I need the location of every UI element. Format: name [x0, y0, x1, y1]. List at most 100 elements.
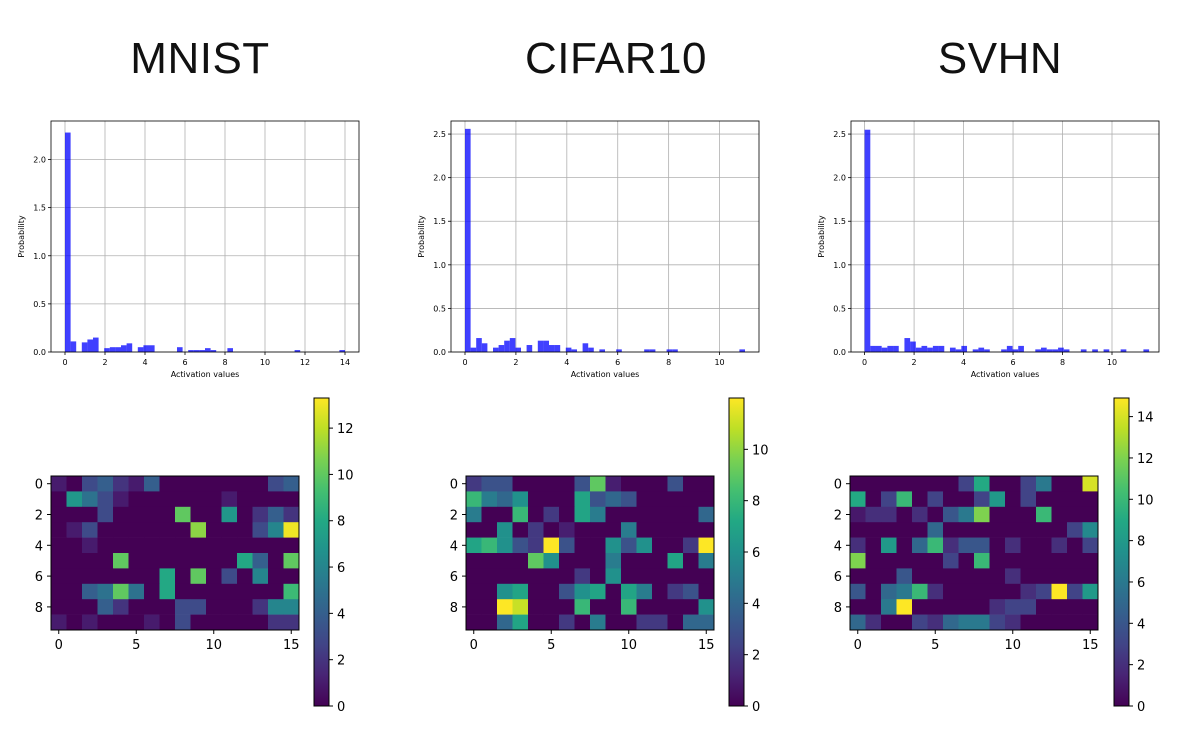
- heatmap-cell: [652, 614, 668, 631]
- hist-xtick-label: 2: [102, 358, 107, 367]
- heatmap-cell: [528, 522, 544, 538]
- hist-xtick-label: 6: [1010, 358, 1015, 367]
- hist-ytick-label: 0.0: [33, 348, 46, 357]
- hist-bar: [984, 349, 990, 352]
- heatmap-cell: [927, 537, 944, 554]
- heatmap-cell: [252, 491, 269, 508]
- heatmap-cell: [881, 583, 897, 600]
- heatmap-cell: [683, 568, 699, 585]
- heatmap-cell: [667, 537, 684, 554]
- hist-bar: [1018, 345, 1024, 352]
- heatmap-cell: [683, 506, 699, 523]
- heatmap-cell: [652, 553, 668, 569]
- heatmap-cell: [896, 537, 913, 554]
- heatmap-cell: [283, 537, 300, 554]
- heatmap-cell: [528, 583, 544, 600]
- hist-bar: [1001, 349, 1007, 352]
- heatmap-cell: [881, 614, 897, 631]
- hist-bar: [115, 347, 121, 352]
- heatmap-cell: [283, 506, 300, 523]
- heatmap-cell: [252, 614, 269, 631]
- colorbar-tick-label: 4: [1137, 617, 1145, 632]
- heatmap-cell: [237, 476, 253, 492]
- heatmap-cell: [283, 476, 300, 492]
- heatmap-cell: [512, 614, 529, 631]
- heatmap-xtick-label: 10: [620, 638, 637, 653]
- heatmap-cell: [958, 476, 975, 492]
- heatmap-cell: [283, 522, 300, 538]
- heatmap-frame: [849, 475, 1099, 631]
- heatmap-cell: [82, 553, 98, 569]
- heatmap-cell: [927, 614, 944, 631]
- hist-bar: [554, 345, 561, 352]
- heatmap-cell: [943, 614, 959, 631]
- heatmap-cell: [1005, 476, 1021, 492]
- heatmap-cell: [912, 568, 928, 585]
- heatmap-cell: [636, 614, 653, 631]
- title-svhn: SVHN: [937, 34, 1063, 83]
- heatmap-cell: [1036, 522, 1052, 538]
- heatmap-cell: [97, 476, 114, 492]
- heatmap-cell: [497, 491, 513, 508]
- heatmap-cell: [82, 583, 98, 600]
- hist-bar: [81, 342, 88, 352]
- heatmap-2: [846, 397, 1133, 707]
- heatmap-cell: [958, 568, 975, 585]
- heatmap-cell: [667, 522, 684, 538]
- heatmap-cell: [974, 491, 990, 508]
- heatmap-cell: [206, 537, 222, 554]
- heatmap-cell: [605, 522, 622, 538]
- heatmap-cell: [1067, 491, 1083, 508]
- hist-bar: [199, 350, 205, 352]
- heatmap-cell: [512, 491, 529, 508]
- heatmap-cell: [698, 599, 715, 615]
- heatmap-cell: [512, 537, 529, 554]
- heatmap-cell: [528, 614, 544, 631]
- heatmap-cell: [66, 537, 83, 554]
- heatmap-cell: [190, 491, 207, 508]
- heatmap-cell: [896, 553, 913, 569]
- heatmap-cell: [667, 506, 684, 523]
- heatmap-cell: [605, 553, 622, 569]
- heatmap-cell: [512, 553, 529, 569]
- heatmap-cell: [543, 476, 560, 492]
- heatmap-cell: [237, 522, 253, 538]
- heatmap-cell: [1067, 614, 1083, 631]
- heatmap-ytick-label: 2: [450, 509, 458, 524]
- title-mnist: MNIST: [130, 34, 270, 83]
- hist-bar: [143, 345, 149, 352]
- hist-bar: [666, 349, 673, 352]
- histogram-2: [848, 120, 1160, 355]
- heatmap-cell: [497, 568, 513, 585]
- heatmap-cell: [466, 476, 482, 492]
- heatmap-cell: [958, 491, 975, 508]
- heatmap-cell: [283, 614, 300, 631]
- heatmap-ytick-label: 2: [834, 509, 842, 524]
- heatmap-cell: [896, 568, 913, 585]
- hist-bar: [881, 347, 888, 352]
- heatmap-cell: [850, 553, 866, 569]
- heatmap-cell: [1067, 522, 1083, 538]
- heatmap-cell: [1082, 568, 1099, 585]
- heatmap-cell: [466, 568, 482, 585]
- hist-bar: [465, 128, 471, 352]
- heatmap-cell: [497, 614, 513, 631]
- heatmap-cell: [958, 583, 975, 600]
- hist-ytick-label: 1.5: [433, 217, 446, 226]
- heatmap-cell: [51, 476, 67, 492]
- hist-bar: [915, 347, 922, 352]
- heatmap-ytick-label: 0: [35, 478, 43, 493]
- heatmap-cell: [989, 491, 1006, 508]
- heatmap-cell: [1082, 537, 1099, 554]
- heatmap-cell: [590, 476, 606, 492]
- heatmap-cell: [636, 506, 653, 523]
- heatmap-cell: [221, 614, 238, 631]
- heatmap-cell: [850, 476, 866, 492]
- heatmap-cell: [97, 599, 114, 615]
- heatmap-cell: [1005, 522, 1021, 538]
- heatmap-cell: [912, 537, 928, 554]
- heatmap-cell: [881, 522, 897, 538]
- heatmap-cell: [543, 583, 560, 600]
- colorbar-tick-label: 8: [337, 515, 345, 530]
- hist-bar: [887, 345, 894, 352]
